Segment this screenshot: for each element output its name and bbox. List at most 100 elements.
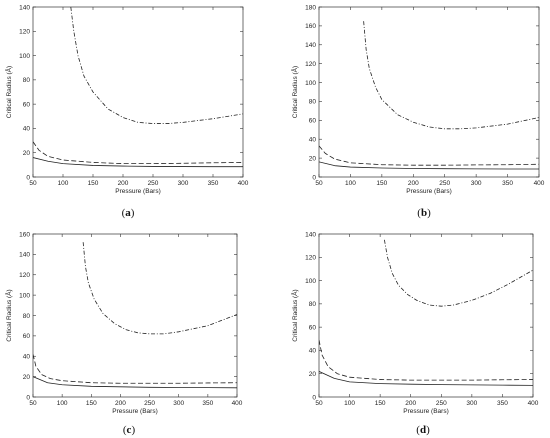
series-line-dashed: [319, 339, 533, 381]
x-tick-label: 300: [471, 180, 482, 187]
panel-label: (a): [122, 207, 135, 219]
plot-area-frame: [32, 233, 238, 398]
x-tick-label: 150: [375, 400, 386, 407]
y-tick-label: 0: [312, 174, 316, 181]
series-line-dashdot: [384, 239, 533, 307]
x-tick-label: 150: [376, 180, 387, 187]
panel-label: (b): [417, 207, 431, 219]
chart-panel-d: 50 100 150 200 250 300 350 400 0 20 40 60 80 100 120 14…: [290, 231, 539, 436]
y-axis-label: Critical Radius (Å): [4, 66, 13, 118]
y-tick-label: 40: [23, 126, 31, 133]
y-tick-label: 60: [309, 118, 317, 125]
x-tick-label: 300: [466, 400, 477, 407]
x-tick-label: 50: [29, 180, 37, 187]
series-line-solid: [319, 371, 533, 386]
y-tick-label: 60: [23, 333, 31, 340]
y-tick-label: 20: [23, 374, 31, 381]
x-tick-label: 200: [408, 180, 419, 187]
x-tick-label: 200: [118, 180, 129, 187]
x-tick-label: 100: [345, 180, 356, 187]
y-tick-label: 0: [26, 394, 30, 401]
x-tick-label: 50: [315, 400, 323, 407]
plot-area-frame: [318, 6, 540, 178]
y-tick-label: 0: [26, 174, 30, 181]
y-tick-label: 60: [309, 324, 317, 331]
x-tick-label: 200: [115, 400, 126, 407]
y-tick-label: 80: [309, 301, 317, 308]
y-tick-label: 0: [312, 394, 316, 401]
y-tick-label: 20: [309, 155, 317, 162]
y-tick-label: 80: [23, 313, 31, 320]
y-tick-label: 140: [19, 4, 30, 11]
y-tick-label: 40: [309, 137, 317, 144]
y-tick-label: 80: [309, 99, 317, 106]
x-tick-label: 50: [29, 400, 37, 407]
x-tick-label: 400: [534, 180, 545, 187]
y-tick-label: 20: [309, 371, 317, 378]
series-line-dashdot: [70, 7, 243, 124]
y-tick-label: 160: [305, 23, 316, 30]
x-axis-label: Pressure (Bars): [112, 408, 158, 415]
x-tick-label: 300: [178, 180, 189, 187]
y-tick-label: 100: [305, 80, 316, 87]
series-line-solid: [33, 376, 237, 389]
y-tick-label: 120: [305, 61, 316, 68]
x-tick-label: 200: [405, 400, 416, 407]
x-tick-label: 50: [315, 180, 323, 187]
x-tick-label: 300: [173, 400, 184, 407]
x-tick-label: 250: [436, 400, 447, 407]
series-line-dashdot: [82, 242, 237, 335]
y-tick-label: 160: [19, 231, 30, 238]
panel-label: (d): [416, 424, 430, 436]
chart-panel-a: 50 100 150 200 250 300 350 400 0 20 40 60 80 100 120 14…: [4, 4, 249, 219]
panel-label: (c): [123, 424, 136, 436]
x-tick-label: 250: [439, 180, 450, 187]
x-tick-label: 400: [528, 400, 539, 407]
y-axis-label: Critical Radius (Å): [290, 289, 299, 341]
y-tick-label: 60: [23, 101, 31, 108]
y-tick-label: 100: [19, 292, 30, 299]
x-tick-label: 400: [232, 400, 243, 407]
series-line-dashed: [33, 141, 243, 165]
y-axis-label: Critical Radius (Å): [4, 289, 13, 341]
series-line-solid: [33, 157, 243, 168]
x-axis-label: Pressure (Bars): [115, 188, 161, 195]
y-tick-label: 100: [305, 278, 316, 285]
series-line-dashdot: [363, 21, 539, 130]
series-line-dashed: [33, 354, 237, 384]
x-tick-label: 400: [238, 180, 249, 187]
series-line-dashed: [319, 145, 539, 166]
x-tick-label: 150: [88, 180, 99, 187]
y-tick-label: 140: [19, 252, 30, 259]
x-tick-label: 100: [344, 400, 355, 407]
x-tick-label: 250: [144, 400, 155, 407]
y-tick-label: 120: [19, 272, 30, 279]
y-tick-label: 120: [19, 29, 30, 36]
x-tick-label: 100: [57, 400, 68, 407]
y-tick-label: 140: [305, 231, 316, 238]
x-axis-label: Pressure (Bars): [403, 408, 449, 415]
y-axis-label: Critical Radius (Å): [290, 66, 299, 118]
x-axis-label: Pressure (Bars): [406, 188, 452, 195]
x-tick-label: 350: [497, 400, 508, 407]
x-tick-label: 250: [148, 180, 159, 187]
plot-area-frame: [32, 6, 244, 178]
x-tick-label: 350: [208, 180, 219, 187]
x-tick-label: 350: [502, 180, 513, 187]
y-tick-label: 40: [23, 354, 31, 361]
y-tick-label: 140: [305, 42, 316, 49]
x-tick-label: 150: [86, 400, 97, 407]
y-tick-label: 20: [23, 150, 31, 157]
x-tick-label: 350: [202, 400, 213, 407]
plot-area-frame: [318, 233, 534, 398]
y-tick-label: 180: [305, 4, 316, 11]
series-line-solid: [319, 161, 539, 170]
x-tick-label: 100: [58, 180, 69, 187]
y-tick-label: 40: [309, 348, 317, 355]
y-tick-label: 120: [305, 255, 316, 262]
chart-panel-c: 50 100 150 200 250 300 350 400 0 20 40 60 80 100 120 14…: [4, 231, 243, 436]
y-tick-label: 100: [19, 53, 30, 60]
chart-panel-b: 50 100 150 200 250 300 350 400 0 20 40 60 80 100 120 14…: [290, 4, 545, 219]
y-tick-label: 80: [23, 77, 31, 84]
